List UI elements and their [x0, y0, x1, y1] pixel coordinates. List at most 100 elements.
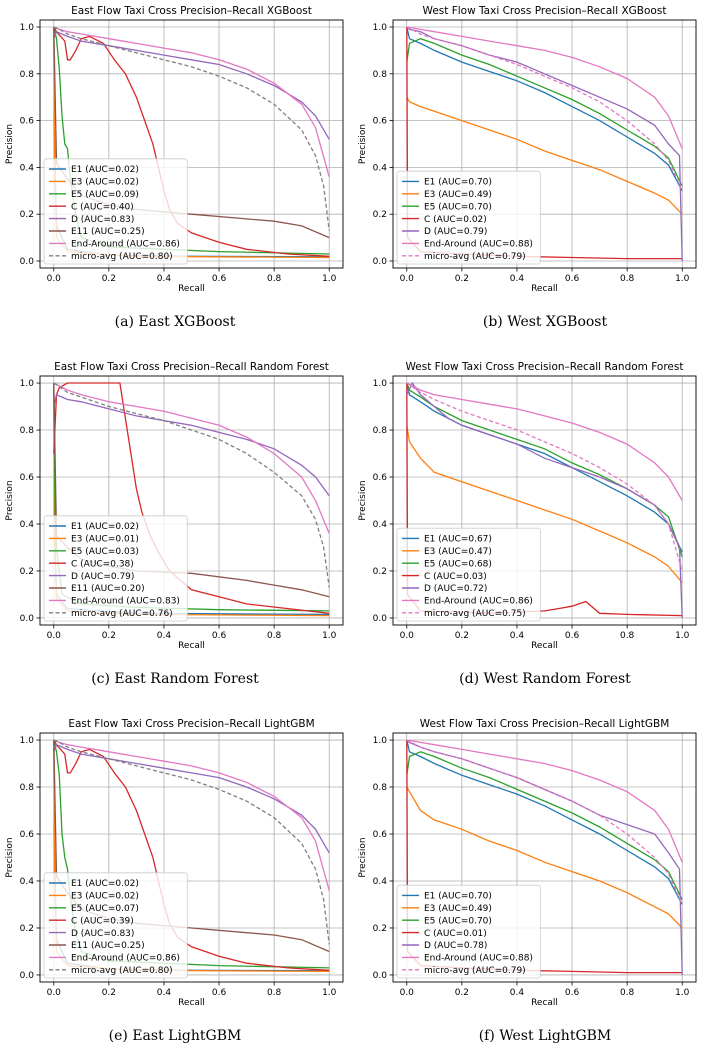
legend-entry: micro-avg (AUC=0.79) [424, 252, 526, 262]
series-line-e1 [406, 26, 683, 192]
x-tick-label: 0.8 [267, 988, 282, 998]
series-line-e1 [406, 739, 683, 905]
y-tick-label: 0.2 [373, 567, 387, 577]
subfigure-caption: (a) East XGBoost [115, 314, 236, 330]
y-tick-label: 1.0 [373, 379, 388, 389]
y-tick-label: 0.2 [20, 924, 34, 934]
x-axis-label: Recall [531, 641, 558, 651]
legend-entry: E1 (AUC=0.70) [424, 178, 492, 188]
series-line-c [53, 26, 330, 257]
legend-entry: D (AUC=0.78) [424, 941, 487, 951]
legend-entry: End-Around (AUC=0.86) [424, 597, 533, 607]
y-tick-label: 1.0 [373, 23, 388, 33]
series-line-d [53, 393, 330, 497]
legend-entry: E5 (AUC=0.07) [71, 904, 139, 914]
legend-entry: End-Around (AUC=0.88) [424, 240, 533, 250]
legend-entry: E1 (AUC=0.67) [424, 535, 492, 545]
legend-entry: C (AUC=0.40) [71, 202, 134, 212]
legend-entry: End-Around (AUC=0.86) [71, 240, 180, 250]
y-tick-label: 1.0 [20, 379, 35, 389]
chart-panel-3: 0.0 0.2 0.4 0.6 0.8 1.0 0.0 0.2 0.4 0.6 0.8 1.0 West… [358, 361, 697, 687]
legend-entry: E3 (AUC=0.02) [71, 178, 139, 188]
x-axis-label: Recall [531, 284, 558, 294]
series-line-e5 [406, 38, 683, 187]
series-line-end-around [53, 382, 330, 534]
x-tick-label: 0.0 [47, 631, 62, 641]
legend-entry: E5 (AUC=0.70) [424, 916, 492, 926]
subfigure-caption: (b) West XGBoost [483, 314, 608, 330]
subfigure-caption: (e) East LightGBM [109, 1028, 242, 1044]
x-tick-label: 1.0 [322, 988, 337, 998]
plot-frame [392, 732, 697, 983]
y-tick-label: 0.4 [20, 520, 35, 530]
legend-entry: E11 (AUC=0.25) [71, 941, 145, 951]
series-line-d [53, 743, 330, 854]
legend-entry: E3 (AUC=0.47) [424, 547, 492, 557]
x-tick-label: 0.6 [212, 274, 227, 284]
x-tick-label: 0.4 [157, 988, 172, 998]
x-tick-label: 1.0 [675, 631, 690, 641]
x-tick-label: 0.2 [102, 631, 116, 641]
legend-entry: E3 (AUC=0.02) [71, 892, 139, 902]
x-tick-label: 0.6 [565, 274, 580, 284]
chart-title: East Flow Taxi Cross Precision–Recall XG… [71, 5, 312, 17]
x-tick-label: 0.0 [400, 274, 415, 284]
y-tick-label: 0.4 [373, 520, 388, 530]
y-tick-label: 0.4 [373, 877, 388, 887]
y-tick-label: 0.0 [373, 257, 388, 267]
chart-panel-4: 0.0 0.2 0.4 0.6 0.8 1.0 0.0 0.2 0.4 0.6 0.8 1.0 East… [5, 718, 344, 1044]
series-line-end-around [406, 382, 683, 572]
series-line-end-around [406, 739, 683, 905]
y-axis-label: Precision [5, 124, 15, 164]
legend-entry: micro-avg (AUC=0.80) [71, 252, 173, 262]
x-tick-label: 0.2 [455, 631, 469, 641]
legend-box [43, 872, 188, 979]
x-axis-label: Recall [531, 998, 558, 1008]
legend-entry: C (AUC=0.38) [71, 559, 134, 569]
series-line-end-around [53, 739, 330, 891]
plot-frame [39, 19, 344, 269]
y-tick-label: 0.6 [373, 117, 388, 127]
chart-panel-0: 0.0 0.2 0.4 0.6 0.8 1.0 0.0 0.2 0.4 0.6 0.8 1.0 East… [5, 5, 344, 330]
subfigure-caption: (d) West Random Forest [459, 671, 631, 687]
legend-box [396, 884, 541, 979]
x-tick-label: 0.4 [157, 631, 172, 641]
plot-frame [39, 732, 344, 983]
x-tick-label: 0.8 [620, 631, 635, 641]
series-line-end-around [53, 26, 330, 177]
series-line-end-around [406, 739, 683, 863]
x-tick-label: 0.4 [510, 274, 525, 284]
x-tick-label: 0.6 [212, 631, 227, 641]
x-tick-label: 0.2 [102, 988, 116, 998]
y-tick-label: 0.0 [20, 257, 35, 267]
legend-entry: C (AUC=0.39) [71, 916, 134, 926]
series-line-e3 [406, 786, 683, 929]
legend-entry: E3 (AUC=0.01) [71, 535, 139, 545]
legend-box [43, 158, 188, 265]
series-line-end-around [406, 26, 683, 192]
y-tick-label: 0.6 [373, 473, 388, 483]
y-tick-label: 0.6 [20, 117, 35, 127]
y-tick-label: 0.8 [20, 426, 35, 436]
y-axis-label: Precision [358, 124, 368, 164]
chart-title: West Flow Taxi Cross Precision–Recall Ra… [406, 361, 684, 373]
x-tick-label: 0.8 [267, 631, 282, 641]
y-tick-label: 0.0 [20, 614, 35, 624]
x-tick-label: 0.6 [212, 988, 227, 998]
legend-entry: micro-avg (AUC=0.79) [424, 966, 526, 976]
series-line-micro-avg [53, 739, 330, 945]
subfigure-caption: (f) West LightGBM [479, 1028, 612, 1044]
legend-entry: E1 (AUC=0.70) [424, 892, 492, 902]
x-tick-label: 1.0 [322, 274, 337, 284]
x-tick-label: 0.8 [620, 988, 635, 998]
y-tick-label: 1.0 [20, 23, 35, 33]
subfigure-caption: (c) East Random Forest [91, 671, 259, 687]
y-tick-label: 0.8 [20, 70, 35, 80]
legend-entry: E5 (AUC=0.68) [424, 559, 492, 569]
series-line-c [53, 382, 330, 614]
series-line-end-around [406, 26, 683, 149]
legend-entry: C (AUC=0.01) [424, 929, 487, 939]
y-axis-label: Precision [5, 837, 15, 877]
y-axis-label: Precision [358, 837, 368, 877]
